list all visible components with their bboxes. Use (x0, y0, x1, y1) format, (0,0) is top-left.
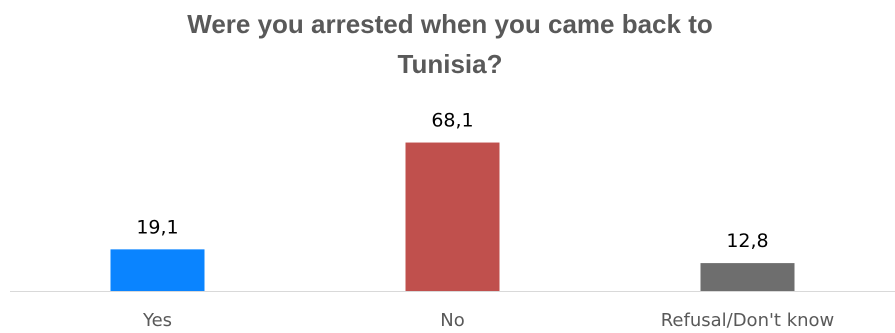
bar-1 (405, 142, 500, 291)
bar-0 (110, 249, 205, 291)
data-label-1: 68,1 (431, 110, 473, 132)
data-label-0: 19,1 (136, 216, 178, 238)
data-label-2: 12,8 (726, 230, 768, 252)
category-label-0: Yes (142, 310, 172, 331)
bar-2 (700, 263, 795, 291)
category-label-1: No (440, 310, 464, 331)
chart-title: Were you arrested when you came back to … (187, 9, 713, 79)
category-label-2: Refusal/Don't know (661, 310, 835, 331)
